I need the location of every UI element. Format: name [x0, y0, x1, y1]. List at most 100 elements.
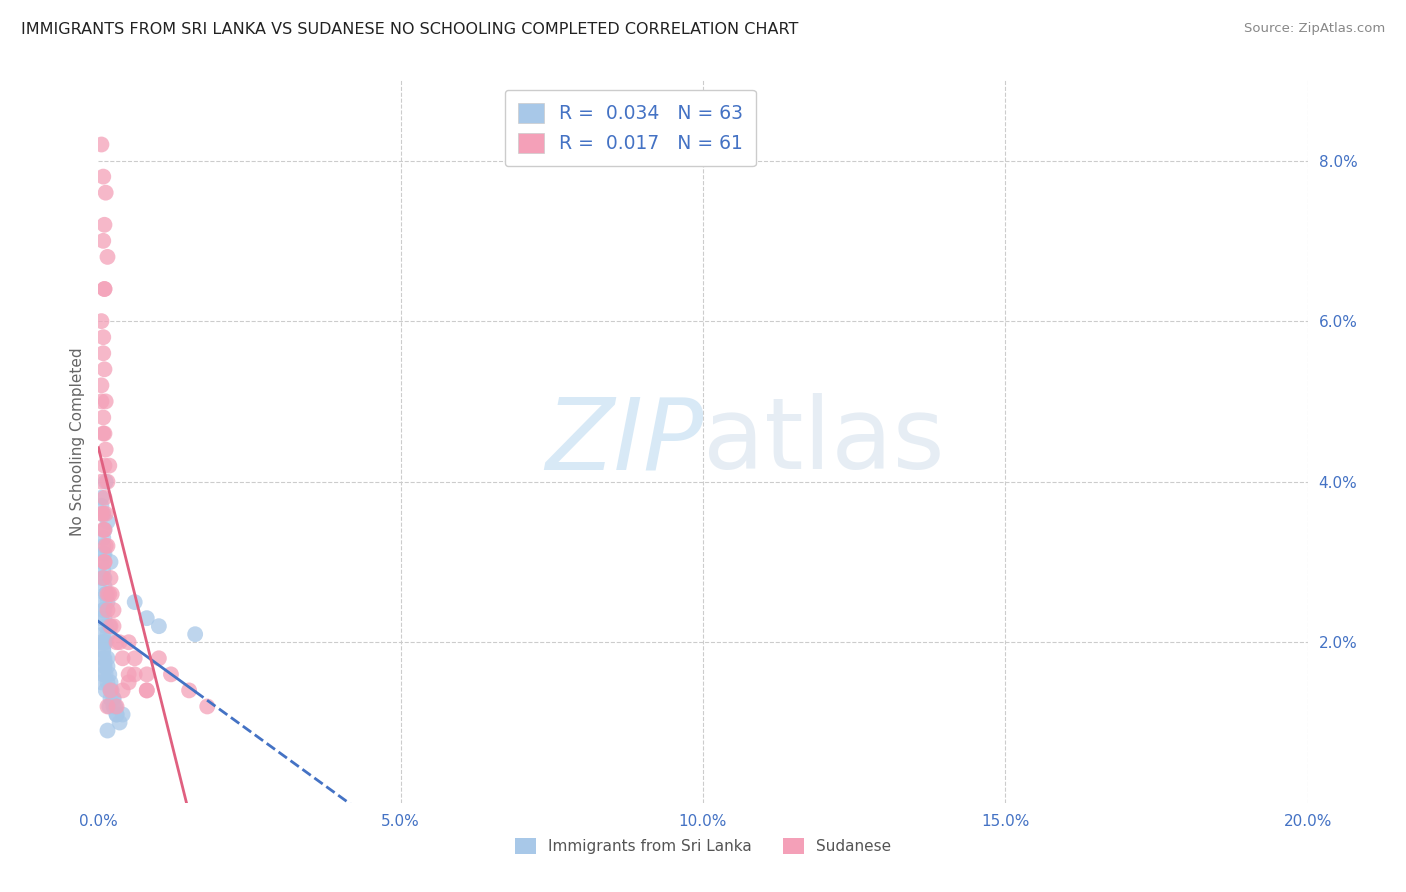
Point	[93, 595, 115, 609]
Point	[103, 691, 125, 706]
Point	[91, 563, 114, 577]
Point	[93, 362, 115, 376]
Point	[93, 659, 115, 673]
Point	[96, 250, 118, 264]
Point	[100, 555, 122, 569]
Point	[100, 683, 122, 698]
Text: Source: ZipAtlas.com: Source: ZipAtlas.com	[1244, 22, 1385, 36]
Point	[90, 378, 112, 392]
Point	[96, 595, 118, 609]
Text: ZIP: ZIP	[544, 393, 703, 490]
Point	[96, 651, 118, 665]
Y-axis label: No Schooling Completed: No Schooling Completed	[69, 347, 84, 536]
Point	[100, 587, 122, 601]
Point	[94, 507, 117, 521]
Point	[108, 635, 131, 649]
Point	[135, 683, 157, 698]
Point	[91, 627, 114, 641]
Point	[100, 683, 122, 698]
Point	[93, 523, 115, 537]
Point	[90, 571, 112, 585]
Point	[91, 547, 114, 561]
Point	[124, 651, 146, 665]
Point	[94, 539, 117, 553]
Point	[93, 651, 115, 665]
Point	[104, 699, 127, 714]
Point	[93, 282, 115, 296]
Point	[91, 539, 114, 553]
Point	[90, 491, 112, 505]
Point	[93, 603, 115, 617]
Point	[91, 410, 114, 425]
Point	[100, 675, 122, 690]
Point	[93, 458, 115, 473]
Point	[135, 683, 157, 698]
Point	[94, 587, 117, 601]
Point	[105, 707, 128, 722]
Point	[100, 571, 122, 585]
Point	[93, 523, 115, 537]
Point	[90, 611, 112, 625]
Point	[96, 587, 118, 601]
Point	[96, 675, 118, 690]
Point	[118, 675, 141, 690]
Point	[90, 555, 112, 569]
Point	[91, 169, 114, 184]
Point	[96, 539, 118, 553]
Point	[96, 723, 118, 738]
Point	[90, 507, 112, 521]
Point	[91, 507, 114, 521]
Point	[91, 426, 114, 441]
Point	[91, 346, 114, 360]
Point	[124, 595, 146, 609]
Legend: Immigrants from Sri Lanka, Sudanese: Immigrants from Sri Lanka, Sudanese	[509, 832, 897, 860]
Point	[90, 137, 112, 152]
Point	[100, 683, 122, 698]
Point	[93, 659, 115, 673]
Point	[93, 579, 115, 593]
Point	[91, 523, 114, 537]
Point	[111, 707, 134, 722]
Point	[108, 715, 131, 730]
Point	[111, 651, 134, 665]
Point	[98, 667, 121, 681]
Point	[93, 426, 115, 441]
Point	[96, 603, 118, 617]
Point	[118, 667, 141, 681]
Point	[94, 667, 117, 681]
Point	[98, 699, 121, 714]
Point	[93, 555, 115, 569]
Point	[103, 603, 125, 617]
Point	[94, 587, 117, 601]
Text: atlas: atlas	[703, 393, 945, 490]
Point	[103, 699, 125, 714]
Point	[90, 635, 112, 649]
Point	[96, 627, 118, 641]
Point	[91, 507, 114, 521]
Point	[91, 643, 114, 657]
Point	[93, 282, 115, 296]
Point	[96, 475, 118, 489]
Point	[91, 531, 114, 545]
Point	[195, 699, 218, 714]
Point	[91, 667, 114, 681]
Point	[93, 218, 115, 232]
Point	[94, 619, 117, 633]
Point	[91, 571, 114, 585]
Point	[124, 667, 146, 681]
Point	[90, 499, 112, 513]
Point	[93, 635, 115, 649]
Point	[148, 651, 170, 665]
Point	[135, 611, 157, 625]
Point	[94, 186, 117, 200]
Point	[98, 619, 121, 633]
Point	[94, 635, 117, 649]
Point	[90, 675, 112, 690]
Point	[103, 619, 125, 633]
Point	[91, 643, 114, 657]
Point	[94, 442, 117, 457]
Point	[96, 659, 118, 673]
Point	[105, 699, 128, 714]
Point	[184, 627, 207, 641]
Point	[103, 691, 125, 706]
